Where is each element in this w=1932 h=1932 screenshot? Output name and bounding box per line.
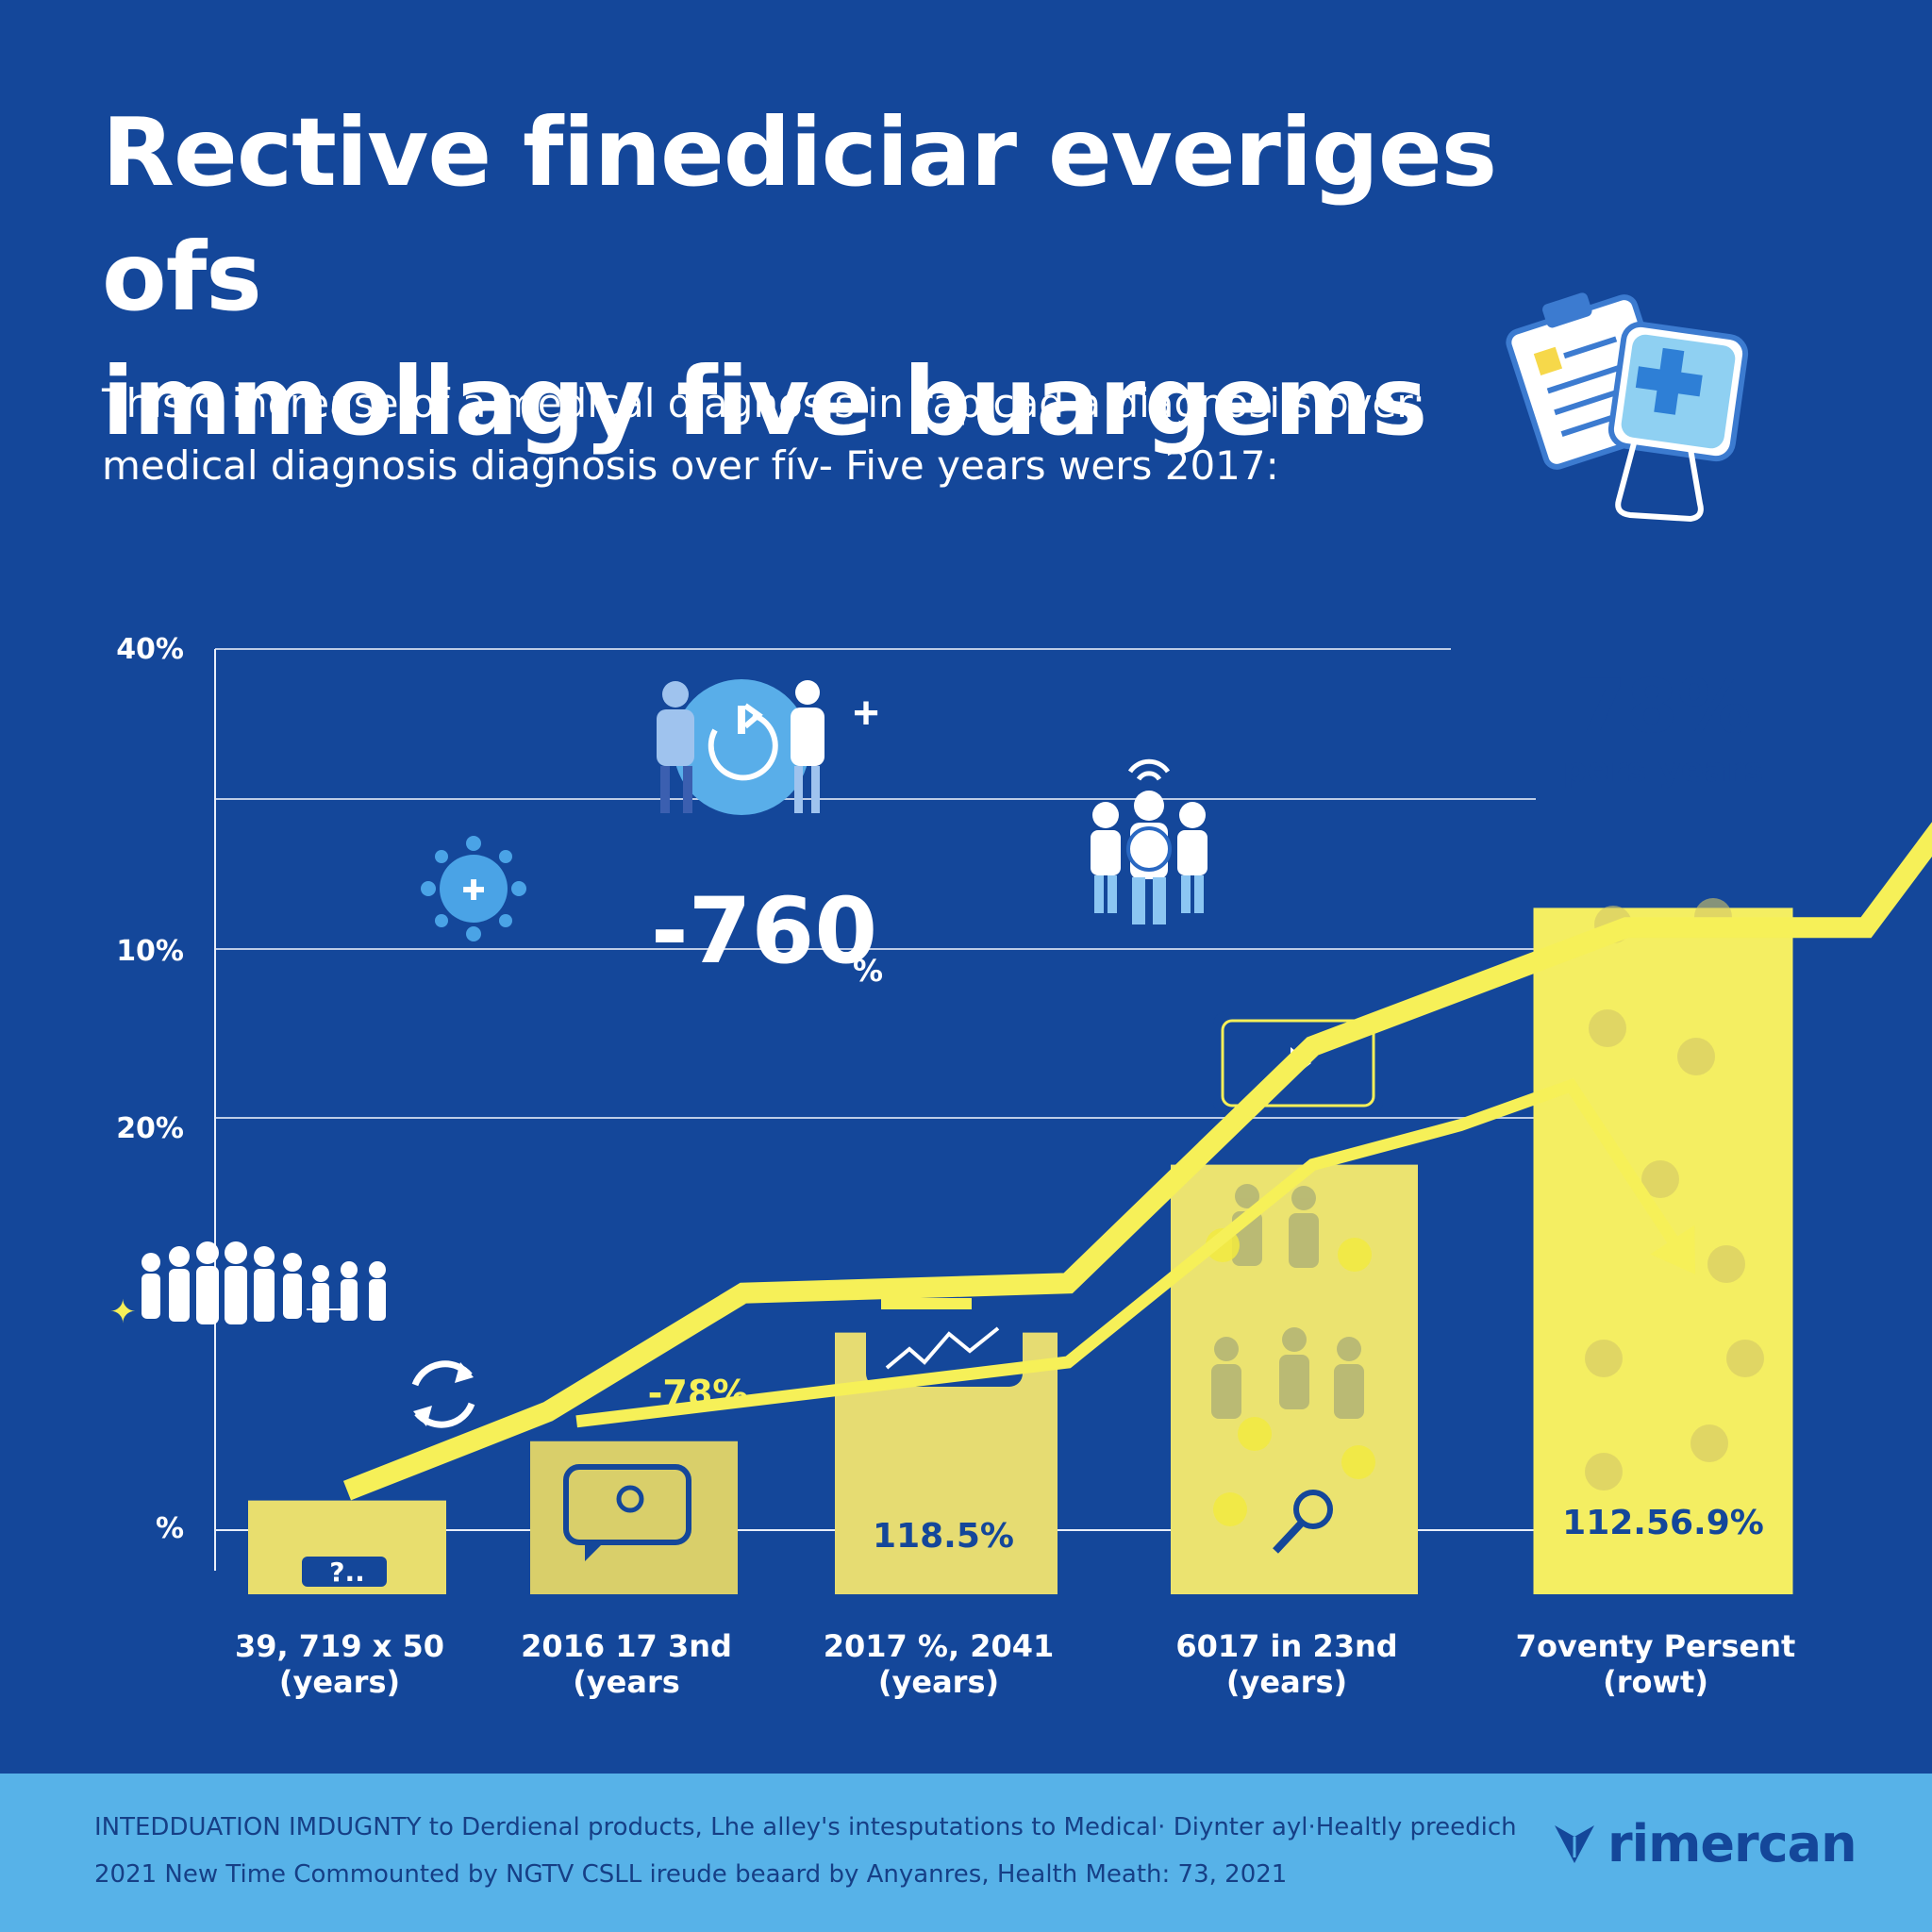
grid: 40% 10% 20%%: [116, 633, 1792, 1571]
sparkle-icon: [1338, 1238, 1372, 1272]
chart-monitor-icon: [866, 1283, 1023, 1387]
svg-text:+: +: [853, 689, 879, 739]
arrow-head: [1650, 1224, 1696, 1274]
person-icon: [1334, 1337, 1364, 1419]
virus-icon: ✚: [421, 836, 526, 941]
x-tick-label-sub: (years): [878, 1664, 999, 1700]
x-tick-label-sub: (rowt): [1603, 1664, 1708, 1700]
footer-line-2: 2021 New Time Commounted by NGTV CSLL ir…: [94, 1860, 1288, 1889]
svg-text:✚: ✚: [461, 875, 485, 907]
crowd-icon: ✦: [109, 1241, 386, 1330]
x-tick-label: 7oventy Persent: [1516, 1628, 1796, 1664]
x-tick-label-sub: (years): [1226, 1664, 1347, 1700]
clipboard-medical-icon: [1506, 292, 1749, 523]
chart: 40% 10% 20%% ?.. -760% -78% 118.5% 112.56.9% 7…: [109, 292, 1932, 1700]
bars: [248, 908, 1793, 1594]
refresh-icon: [411, 1360, 475, 1428]
bar-value-label: 118.5%: [873, 1517, 1014, 1556]
sparkle-icon: [1677, 1038, 1715, 1075]
labels: -760% -78% 118.5% 112.56.9% 78%pers years 39,…: [235, 665, 1795, 1700]
team-icon: [1091, 758, 1208, 924]
svg-text:✦: ✦: [109, 1294, 137, 1330]
y-tick-label: 10%: [116, 935, 184, 968]
annotation-change: -78%: [648, 1373, 749, 1414]
x-tick-label: 2016 17 3nd: [521, 1628, 732, 1664]
title-line-1: Rective finediciar everiges ofs: [102, 97, 1497, 332]
y-tick-label: 20%: [116, 1112, 184, 1145]
x-tick-label-sub: (years): [279, 1664, 400, 1700]
magnifier-icon: [1273, 1490, 1333, 1554]
footer: INTEDDUATION IMDUGNTY to Derdienal produ…: [0, 1774, 1932, 1932]
subtitle: Thisid increase of a medical diagnosis i…: [102, 373, 1441, 497]
brand-name: rimercan: [1607, 1813, 1857, 1874]
y-tick-label: 40%: [116, 633, 184, 666]
brand[interactable]: rimercan: [1551, 1806, 1857, 1881]
trend-lines: [342, 822, 1932, 1501]
bar-value-label: 112.56.9%: [1562, 1504, 1764, 1542]
person-icon: [1211, 1337, 1241, 1419]
footer-line-1: INTEDDUATION IMDUGNTY to Derdienal produ…: [94, 1813, 1517, 1841]
sparkle-icon: [1213, 1492, 1247, 1526]
sparkle-icon: [1690, 1424, 1728, 1462]
x-tick-label-sub: (years: [573, 1664, 680, 1700]
sparkle-icon: [1341, 1445, 1375, 1479]
page-title: Rective finediciar everiges ofs immollag…: [102, 91, 1630, 464]
sparkle-icon: [1641, 1160, 1679, 1198]
subtitle-line-1: Thisid increase of a medical diagnosis i…: [102, 380, 1426, 426]
top-value-label: 78%: [1575, 665, 1752, 750]
tag-icon: [302, 1557, 387, 1587]
sparkle-icon: [1726, 1340, 1764, 1377]
x-tick-label: 2017 %, 2041: [824, 1628, 1055, 1664]
bar-annotation: ?..: [329, 1557, 365, 1588]
sparkle-icon: [1585, 1340, 1623, 1377]
main-trend-line: [342, 822, 1932, 1501]
x-tick-label: 6017 in 23nd: [1175, 1628, 1397, 1664]
annotation-percent: %: [853, 953, 883, 989]
people-refresh-icon: +: [657, 679, 879, 815]
chat-monitor-icon: [563, 1464, 691, 1561]
person-icon: [1289, 1186, 1319, 1268]
annotation-big: -760: [651, 878, 877, 984]
person-icon: [1279, 1327, 1309, 1409]
top-value-caption: pers years: [1562, 751, 1763, 790]
y-tick-label: %: [156, 1512, 184, 1545]
sparkle-icon: [1238, 1417, 1272, 1451]
secondary-trend-line: [575, 1077, 1687, 1428]
brand-logo-icon: [1555, 1825, 1594, 1863]
sparkle-icon: [1589, 1009, 1626, 1047]
sparkle-icon: [1707, 1245, 1745, 1283]
x-tick-label: 39, 719 x 50: [235, 1628, 444, 1664]
subtitle-line-2: medical diagnosis diagnosis over fív- Fi…: [102, 442, 1279, 489]
title-line-2: immollagy five buargems: [102, 346, 1427, 457]
sparkle-icon: [1585, 1453, 1623, 1491]
